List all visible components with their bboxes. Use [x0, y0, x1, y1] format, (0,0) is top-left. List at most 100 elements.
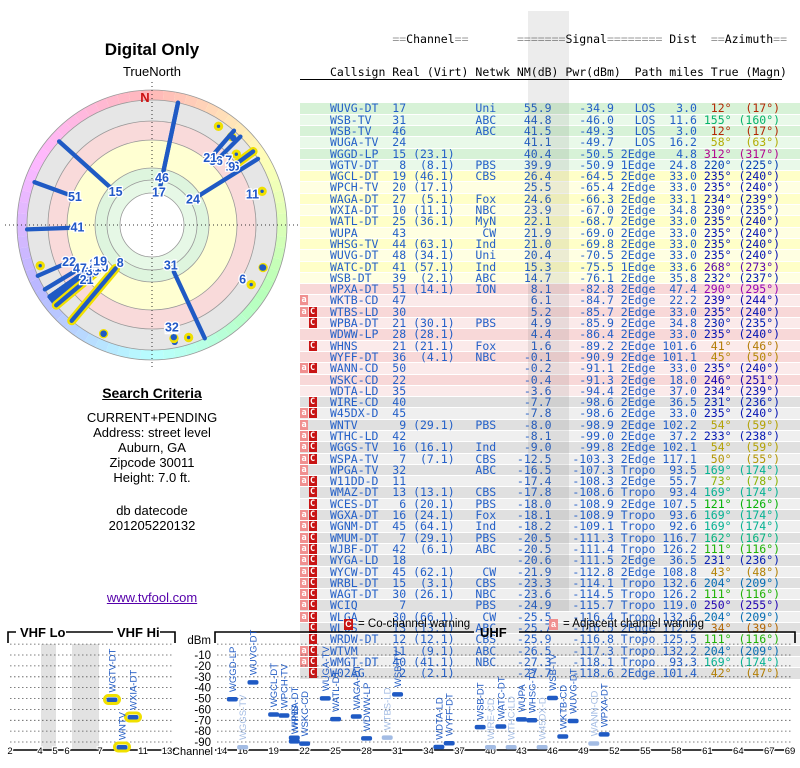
- table-row: WDTA-LD 35 -3.6 -94.4 2Edge 37.0 234° (2…: [300, 383, 800, 398]
- station-marker: [237, 745, 249, 750]
- table-rows: WUVG-DT 17 Uni 55.9 -34.9 LOS 3.0 12° (1…: [300, 102, 800, 681]
- channel-tick-label: 22: [299, 746, 310, 757]
- station-marker-label: WPXA-DT: [600, 683, 611, 727]
- channel-tick-label: 34: [423, 746, 434, 757]
- station-spoke: [212, 128, 237, 155]
- table-row: WUGA-TV 24 41.1 -49.7 LOS 16.2 58° (63°): [300, 135, 800, 150]
- spoke-channel-label: 16: [165, 322, 179, 336]
- station-marker: [536, 745, 548, 750]
- spoke-channel-label: 19: [93, 254, 107, 268]
- adjacent-channel-warning-icon: a: [300, 510, 308, 521]
- station-marker: [588, 741, 600, 746]
- channel-tick-label: 64: [733, 746, 744, 757]
- table-row: a C W11DD-D 11 -17.4 -108.3 2Edge 55.7 73°…: [300, 474, 800, 489]
- vhf-panel-bracket-left: [7, 631, 16, 643]
- station-marker-label: WUVG-DT: [569, 668, 580, 714]
- station-row-text: W45DX-D 45 -7.8 -98.6 2Edge 33.0 235° (2…: [330, 406, 781, 421]
- azimuth-rim-segment: [274, 235, 287, 249]
- db-datecode-label: db datecode: [116, 503, 188, 518]
- station-marker-label: WAGA-DT: [352, 665, 363, 710]
- channel-tick-label: 58: [671, 746, 682, 757]
- station-row-text: WXIA-DT 10 (11.1) NBC 23.9 -67.0 2Edge 3…: [330, 203, 781, 218]
- station-marker: [557, 734, 569, 739]
- azimuth-value: 235° (240°): [696, 248, 781, 263]
- co-channel-warning-icon: C: [308, 543, 317, 554]
- station-row-text: WPBA-DT 21 (30.1) PBS 4.9 -85.9 2Edge 34…: [330, 316, 781, 331]
- table-row: WDWW-LP 28 (28.1) 4.4 -86.4 2Edge 33.0 2…: [300, 327, 800, 342]
- station-row-text: WNTV 9 (29.1) PBS -8.0 -98.9 2Edge 102.2…: [330, 417, 781, 432]
- azimuth-value: 235° (240°): [696, 327, 781, 342]
- station-row-text: WTBS-LD 30 5.2 -85.7 2Edge 33.0 235° (24…: [330, 304, 781, 319]
- station-row-text: WUGA-TV 24 41.1 -49.7 LOS 16.2 58° (63°): [330, 135, 781, 150]
- station-marker-label: WDTA-LD: [434, 697, 445, 740]
- station-dot: [259, 264, 266, 271]
- azimuth-value: 42° (47°): [696, 666, 781, 681]
- station-marker-label: WUVG-DT: [248, 630, 259, 676]
- table-row: a C WANN-CD 50 -0.2 -91.1 2Edge 33.0 235° …: [300, 361, 800, 376]
- uhf-bracket-right: [519, 631, 796, 643]
- station-marker-label: WKTB-CD: [558, 685, 569, 729]
- table-row: C WPBA-DT 21 (30.1) PBS 4.9 -85.9 2Edge 3…: [300, 316, 800, 331]
- non-broadcast-band: [72, 644, 99, 750]
- uhf-bracket-left: [214, 631, 474, 643]
- station-row-text: WATL-DT 25 (36.1) MyN 22.1 -68.7 2Edge 3…: [330, 214, 781, 229]
- table-row: a C WGGS-TV 16 (16.1) Ind -9.0 -99.8 2Edge…: [300, 441, 800, 454]
- co-channel-warning-icon: C: [308, 306, 317, 317]
- station-spoke: [69, 266, 118, 323]
- azimuth-value: 58° (63°): [696, 135, 781, 150]
- station-marker-label: WDWW-LP: [362, 683, 373, 731]
- tvfool-link[interactable]: www.tvfool.com: [106, 590, 198, 605]
- azimuth-value: 235° (240°): [696, 236, 781, 251]
- station-row-text: WDTA-LD 35 -3.6 -94.4 2Edge 37.0 234° (2…: [330, 383, 781, 398]
- table-row: WAGA-DT 27 (5.1) Fox 24.6 -66.3 2Edge 33…: [300, 193, 800, 206]
- north-label: N: [140, 90, 149, 105]
- table-row: a C WRBL-DT 15 (3.1) CBS -23.3 -114.1 Trop…: [300, 577, 800, 590]
- azimuth-value: 235° (240°): [696, 214, 781, 229]
- station-marker-label: WGCL-DT: [269, 663, 280, 708]
- azimuth-rim-segment: [140, 89, 152, 102]
- station-marker-label: WGGS-TV: [238, 694, 249, 740]
- station-marker-label: WANN-CD: [589, 691, 600, 737]
- station-marker: [567, 718, 579, 724]
- station-marker: [361, 736, 373, 741]
- azimuth-value: 73° (78°): [696, 474, 781, 489]
- station-spoke: [54, 269, 99, 308]
- ring-outline: [119, 192, 185, 258]
- azimuth-value: 290° (295°): [696, 282, 781, 297]
- azimuth-rim-segment: [16, 213, 29, 225]
- station-marker-label: WPCH-TV: [279, 663, 290, 708]
- adjacent-channel-warning-icon: a: [300, 442, 308, 453]
- station-marker: [350, 714, 362, 719]
- station-row-text: WSB-TV 46 ABC 41.5 -49.3 LOS 3.0 12° (17…: [330, 123, 781, 138]
- adjacent-channel-warning-icon: a: [300, 295, 308, 306]
- azimuth-value: 235° (240°): [696, 169, 781, 184]
- station-spoke: [42, 269, 77, 292]
- station-marker: [485, 745, 497, 750]
- table-row: WSB-TV 31 ABC 44.8 -46.0 LOS 11.6 155° (…: [300, 112, 800, 127]
- spoke-channel-label: 11: [246, 187, 259, 201]
- co-channel-warning-icon: C: [308, 532, 317, 543]
- azimuth-value: 235° (240°): [696, 361, 781, 376]
- station-marker-label: WXIA-DT: [129, 670, 140, 710]
- station-marker: [505, 745, 517, 750]
- spoke-channel-label: 13: [165, 322, 179, 336]
- co-channel-warning-icon: C: [308, 340, 317, 351]
- station-row-text: WPXA-DT 51 (14.1) ION 8.1 -82.8 2Edge 47…: [330, 282, 781, 297]
- table-row: C W02AG 2 (2.1) -27.7 -118.6 2Edge 101.4 …: [300, 666, 800, 681]
- adjacent-channel-warning-icon: a: [300, 363, 308, 374]
- spoke-channel-label: 20: [92, 255, 106, 269]
- azimuth-value: 155° (160°): [696, 112, 781, 127]
- spoke-channel-label: 32: [165, 320, 179, 334]
- station-marker: [226, 697, 238, 702]
- station-marker: [288, 735, 300, 741]
- station-marker: [268, 712, 280, 717]
- station-table: ==Channel== =======Signal======== Dist =…: [300, 11, 800, 702]
- station-spoke: [35, 262, 65, 278]
- azimuth-rim-segment: [19, 246, 33, 260]
- adjacent-channel-warning-icon: a: [300, 521, 308, 532]
- station-dot: [170, 333, 177, 341]
- table-group-header: ==Channel== =======Signal======== Dist =…: [392, 31, 788, 46]
- spoke-channel-label: 46: [155, 171, 169, 185]
- table-row: WATL-DT 25 (36.1) MyN 22.1 -68.7 2Edge 3…: [300, 214, 800, 229]
- channel-tick-label: 43: [516, 746, 527, 757]
